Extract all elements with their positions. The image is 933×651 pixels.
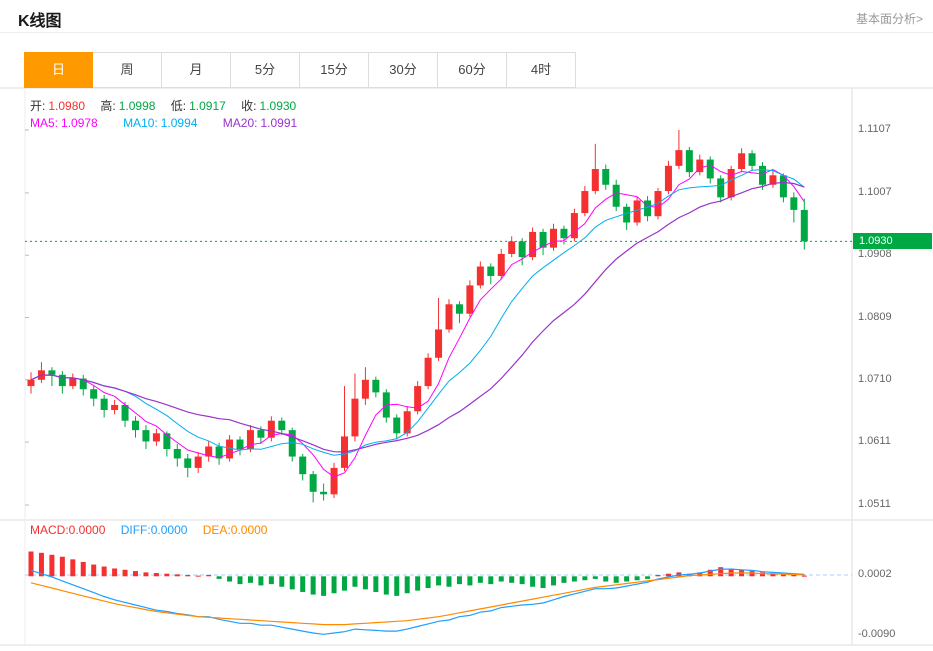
dea-value: 0.0000	[230, 523, 268, 537]
price-axis-label: 1.0511	[858, 498, 891, 510]
tab-m30[interactable]: 30分	[369, 52, 438, 88]
dea-label: DEA:	[202, 523, 231, 537]
tab-m15[interactable]: 15分	[300, 52, 369, 88]
close-value: 1.0930	[259, 99, 297, 113]
page-title: K线图	[18, 13, 62, 30]
dea-line	[30, 572, 805, 626]
macd-axis-label: 0.0002	[858, 568, 892, 580]
ma5-line	[30, 164, 805, 478]
price-axis-label: 1.0611	[858, 435, 891, 448]
macd-label: MACD:	[30, 523, 69, 537]
low-label: 低:	[170, 99, 187, 113]
high-label: 高:	[100, 99, 116, 113]
high-value: 1.0998	[118, 99, 156, 113]
ma20-line	[30, 181, 805, 453]
open-label: 开:	[30, 99, 46, 113]
current-price-badge: 1.0930	[853, 233, 932, 250]
diff-line	[30, 568, 805, 635]
ma5-value: 1.0978	[61, 116, 98, 130]
diff-label: DIFF:	[120, 523, 151, 537]
tab-m5[interactable]: 5分	[231, 52, 300, 88]
price-axis-label: 1.0908	[858, 248, 892, 261]
fundamental-analysis-link[interactable]: 基本面分析>	[855, 12, 923, 26]
price-axis-label: 1.1007	[858, 185, 892, 198]
ma10-line	[30, 169, 805, 456]
tab-day[interactable]: 日	[24, 52, 93, 88]
ma10-label: MA10:	[123, 116, 158, 130]
tab-month[interactable]: 月	[162, 52, 231, 88]
ma20-label: MA20:	[222, 116, 258, 130]
candles-layer	[27, 130, 808, 503]
close-label: 收:	[241, 99, 257, 113]
price-axis-label: 1.0809	[858, 310, 892, 323]
tab-h4[interactable]: 4时	[507, 52, 576, 88]
ma-info-row: MA5: 1.0978 MA10: 1.0994 MA20: 1.0991	[30, 116, 319, 130]
diff-value: 0.0000	[150, 523, 188, 537]
macd-info-row: MACD:0.0000 DIFF:0.0000 DEA:0.0000	[30, 523, 279, 537]
price-axis-label: 1.0710	[858, 372, 892, 385]
ma5-label: MA5:	[30, 116, 59, 130]
tab-m60[interactable]: 60分	[438, 52, 507, 88]
timeframe-tabs: 日周月 5分 15分 30分 60分 4时	[24, 52, 576, 88]
low-value: 1.0917	[189, 99, 226, 113]
macd-value: 0.0000	[68, 523, 106, 537]
open-value: 1.0980	[48, 99, 86, 113]
price-axis: 1.1107 1.1007 1.0908 1.0809 1.0710 1.0611 1.05…	[853, 0, 933, 651]
page-header: K线图 基本面分析>	[0, 0, 933, 33]
price-axis-label: 1.1107	[858, 123, 891, 135]
macd-axis-label: -0.0090	[858, 628, 896, 640]
tab-week[interactable]: 周	[93, 52, 162, 88]
ma20-value: 1.0991	[260, 116, 298, 130]
ma10-value: 1.0994	[160, 116, 198, 130]
ohlc-info-row: 开: 1.0980 高: 1.0998 低: 1.0917 收: 1.0930	[30, 97, 308, 114]
